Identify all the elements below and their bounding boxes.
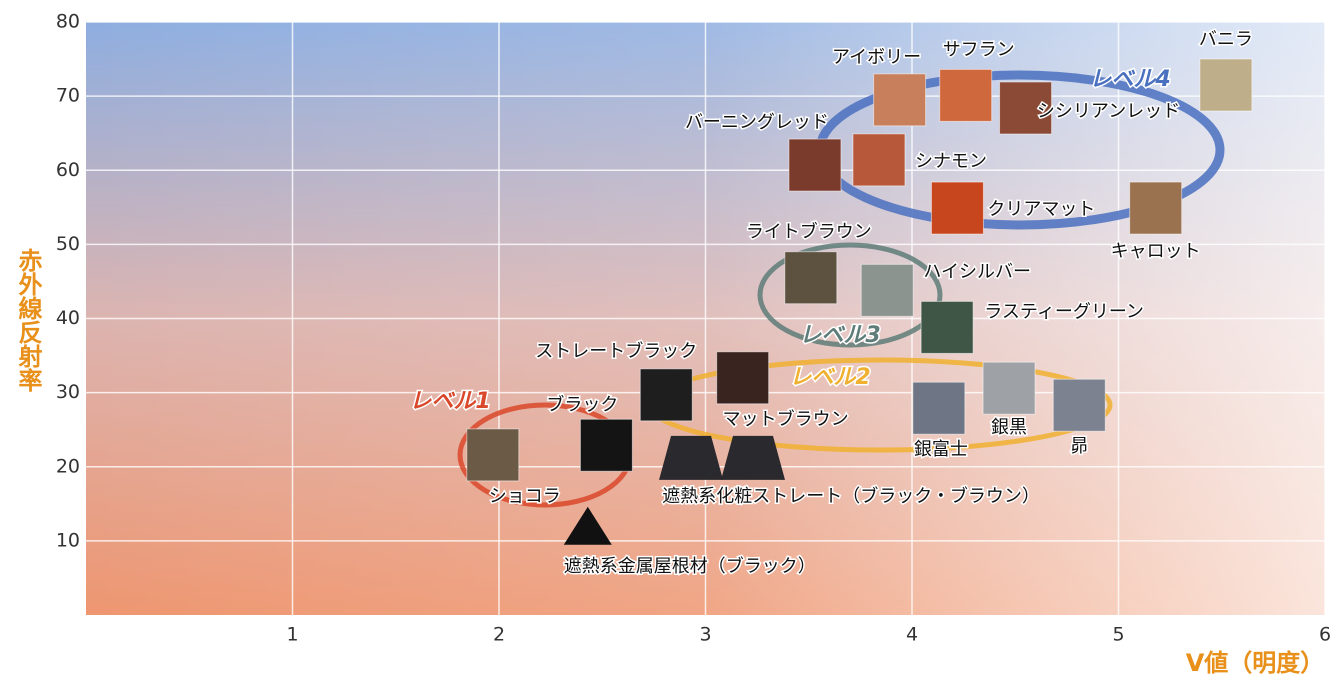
level-label: レベル1 [409,389,490,414]
point-label: ライトブラウン [746,221,872,243]
level-label: レベル3 [799,323,880,348]
x-tick-label: 2 [493,624,505,646]
point-label: バニラ [1199,29,1253,50]
tile [999,81,1053,135]
point-label: 遮熱系化粧ストレート（ブラック・ブラウン） [662,485,1040,507]
point-label: キャロット [1111,241,1201,262]
tile [982,361,1036,415]
tile [466,428,520,482]
point-label: ハイシルバー [923,261,1031,282]
tile [784,251,838,305]
tile [852,133,906,187]
y-tick-label: 30 [56,381,80,403]
triangle [563,506,612,545]
y-tick-label: 50 [56,233,80,255]
point-label: マットブラウン [723,408,849,430]
point-label: シシリアンレッド [1037,101,1180,122]
tile [1199,58,1253,112]
y-tick-label: 80 [56,11,80,33]
tile [860,263,914,317]
point-label: サフラン [943,39,1015,60]
tile [930,181,984,235]
tile [920,300,974,354]
tile [579,418,633,472]
point-label: ストレートブラック [535,340,697,362]
tile [939,68,993,122]
point-label: 昴 [1070,436,1088,457]
x-tick-label: 4 [906,624,918,646]
trapezoid [659,435,724,480]
y-tick-label: 20 [56,455,80,477]
x-axis-label: V値（明度） [1186,649,1325,677]
level-label: レベル2 [789,365,870,390]
x-tick-label: 5 [1112,624,1124,646]
point-label: ラスティーグリーン [984,301,1144,322]
point-label: ブラック [546,393,618,415]
level-ring [757,242,943,348]
tile [1129,181,1183,235]
tile [639,368,693,422]
tile [716,351,770,405]
tile [1052,378,1106,432]
point-label: バーニングレッド [685,112,829,133]
point-label: アイボリー [832,47,921,68]
point-label: シナモン [915,151,987,172]
y-tick-label: 60 [56,159,80,181]
x-tick-label: 6 [1319,624,1331,646]
x-tick-label: 3 [699,624,711,646]
y-tick-label: 10 [56,529,80,551]
y-tick-label: 40 [56,307,80,329]
tile [788,138,842,192]
point-label: 銀富士 [914,439,968,460]
point-label: 銀黒 [991,417,1027,438]
trapezoid [720,435,785,480]
y-axis-label: 赤外線反射率 [14,247,43,392]
point-label: 遮熱系金属屋根材（ブラック） [564,555,816,577]
tile [912,381,966,435]
point-label: クリアマット [987,199,1095,220]
x-tick-label: 1 [286,624,298,646]
y-tick-label: 70 [56,85,80,107]
tile [873,73,927,127]
level-label: レベル4 [1089,67,1170,92]
point-label: ショコラ [489,486,561,507]
